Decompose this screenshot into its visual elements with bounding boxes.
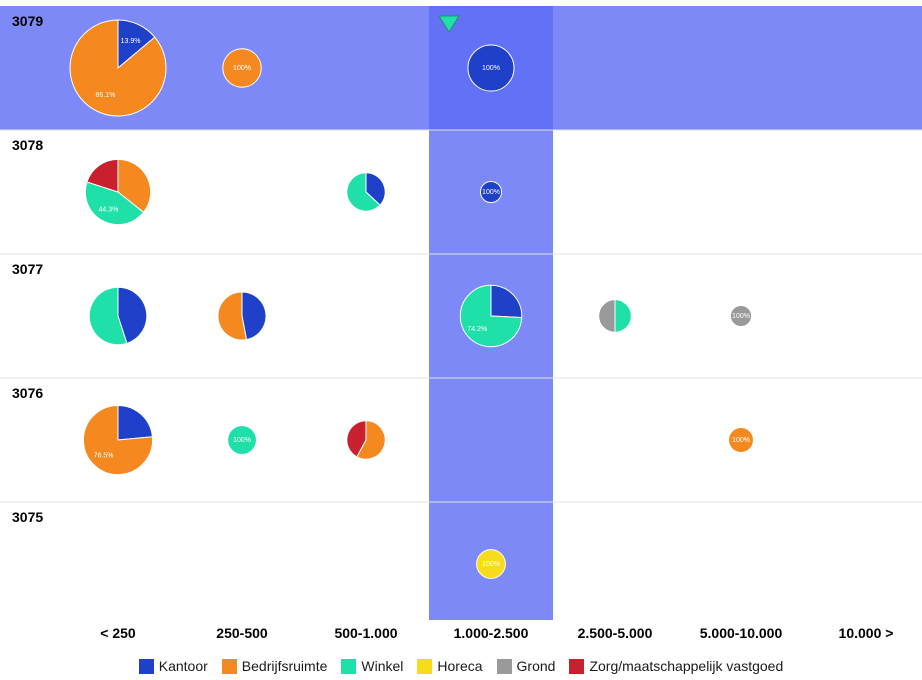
pie-slice[interactable] bbox=[479, 180, 503, 204]
pie-data-label: 100% bbox=[482, 561, 500, 568]
legend-label: Kantoor bbox=[158, 658, 208, 674]
legend-item[interactable]: Grond bbox=[496, 658, 556, 674]
row-label: 3078 bbox=[12, 137, 43, 153]
pie-slice[interactable] bbox=[217, 291, 248, 341]
pie-slice[interactable] bbox=[222, 48, 262, 88]
pie-slice[interactable] bbox=[365, 172, 386, 206]
pie-slice[interactable] bbox=[356, 420, 386, 460]
legend-swatch bbox=[569, 658, 585, 674]
pie-chart[interactable] bbox=[217, 291, 267, 341]
pie-data-label: 100% bbox=[482, 65, 500, 72]
pie-chart[interactable]: 13.9% 86.1% bbox=[69, 19, 167, 117]
column-label: 5.000-10.000 bbox=[700, 625, 783, 641]
column-label: < 250 bbox=[100, 625, 136, 641]
legend-swatch bbox=[138, 658, 154, 674]
pie-data-label: 44.3% bbox=[98, 207, 118, 214]
legend-item[interactable]: Winkel bbox=[341, 658, 403, 674]
legend-label: Horeca bbox=[437, 658, 483, 674]
pie-chart[interactable] bbox=[346, 420, 386, 460]
pie-slice[interactable] bbox=[728, 427, 754, 453]
pie-slice[interactable] bbox=[86, 158, 119, 193]
pie-slice[interactable] bbox=[490, 284, 523, 319]
pie-data-label: 100% bbox=[233, 65, 251, 72]
pie-slice[interactable] bbox=[82, 404, 154, 476]
pie-chart[interactable]: 74.2% bbox=[459, 284, 523, 348]
legend-label: Winkel bbox=[361, 658, 404, 674]
column-label: 250-500 bbox=[216, 625, 268, 641]
pie-data-label: 100% bbox=[732, 313, 750, 320]
row-label: 3076 bbox=[12, 385, 43, 401]
pie-chart[interactable] bbox=[598, 299, 632, 333]
legend-item[interactable]: Bedrijfsruimte bbox=[221, 658, 328, 674]
pie-slice[interactable] bbox=[117, 286, 148, 345]
pie-data-label: 100% bbox=[732, 437, 750, 444]
legend-label: Bedrijfsruimte bbox=[241, 658, 328, 674]
pie-slice[interactable] bbox=[598, 299, 616, 333]
pie-slice[interactable] bbox=[227, 425, 257, 455]
pie-chart[interactable]: 76.5% bbox=[82, 404, 154, 476]
pie-chart[interactable]: 100% bbox=[729, 304, 753, 328]
pie-slice[interactable] bbox=[467, 44, 515, 92]
legend-swatch bbox=[417, 658, 433, 674]
pie-slice[interactable] bbox=[84, 181, 145, 226]
legend-item[interactable]: Zorg/maatschappelijk vastgoed bbox=[569, 658, 783, 674]
pie-data-label: 74.2% bbox=[467, 326, 487, 333]
pie-chart[interactable] bbox=[346, 172, 386, 212]
pie-data-label: 13.9% bbox=[121, 38, 141, 45]
row-label: 3075 bbox=[12, 509, 43, 525]
legend-swatch bbox=[496, 658, 512, 674]
column-label: 10.000 > bbox=[839, 625, 894, 641]
legend-label: Zorg/maatschappelijk vastgoed bbox=[589, 658, 784, 674]
column-label: 1.000-2.500 bbox=[454, 625, 529, 641]
pie-chart[interactable] bbox=[88, 286, 148, 346]
column-marker-icon[interactable] bbox=[438, 15, 460, 33]
pie-slice[interactable] bbox=[117, 158, 152, 214]
pie-slice[interactable] bbox=[614, 299, 632, 333]
pie-chart[interactable]: 100% bbox=[728, 427, 754, 453]
legend-item[interactable]: Kantoor bbox=[138, 658, 208, 674]
pie-data-label: 86.1% bbox=[95, 92, 115, 99]
legend-swatch bbox=[341, 658, 357, 674]
pie-chart[interactable]: 44.3% bbox=[84, 158, 152, 226]
pie-slice[interactable] bbox=[88, 286, 128, 346]
pie-slice[interactable] bbox=[459, 284, 523, 348]
pie-chart[interactable]: 100% bbox=[479, 180, 503, 204]
legend-label: Grond bbox=[516, 658, 556, 674]
row-label: 3077 bbox=[12, 261, 43, 277]
pie-chart[interactable]: 100% bbox=[227, 425, 257, 455]
pie-data-label: 76.5% bbox=[94, 453, 114, 460]
pie-slice[interactable] bbox=[476, 549, 506, 579]
legend-swatch bbox=[221, 658, 237, 674]
pie-chart[interactable]: 100% bbox=[467, 44, 515, 92]
pie-data-label: 100% bbox=[482, 189, 500, 196]
pie-slice[interactable] bbox=[241, 291, 267, 341]
pie-slice[interactable] bbox=[346, 172, 381, 212]
legend: Kantoor Bedrijfsruimte Winkel Horeca Grond Zo… bbox=[0, 658, 922, 674]
pie-slice[interactable] bbox=[729, 304, 753, 328]
column-label: 500-1.000 bbox=[334, 625, 397, 641]
pie-slice[interactable] bbox=[69, 19, 167, 117]
pie-slice[interactable] bbox=[346, 420, 367, 458]
pie-slice[interactable] bbox=[117, 404, 153, 441]
legend-item[interactable]: Horeca bbox=[417, 658, 483, 674]
column-label: 2.500-5.000 bbox=[578, 625, 653, 641]
pie-chart[interactable]: 100% bbox=[476, 549, 506, 579]
pie-data-label: 100% bbox=[233, 437, 251, 444]
row-label: 3079 bbox=[12, 13, 43, 29]
pie-chart[interactable]: 100% bbox=[222, 48, 262, 88]
